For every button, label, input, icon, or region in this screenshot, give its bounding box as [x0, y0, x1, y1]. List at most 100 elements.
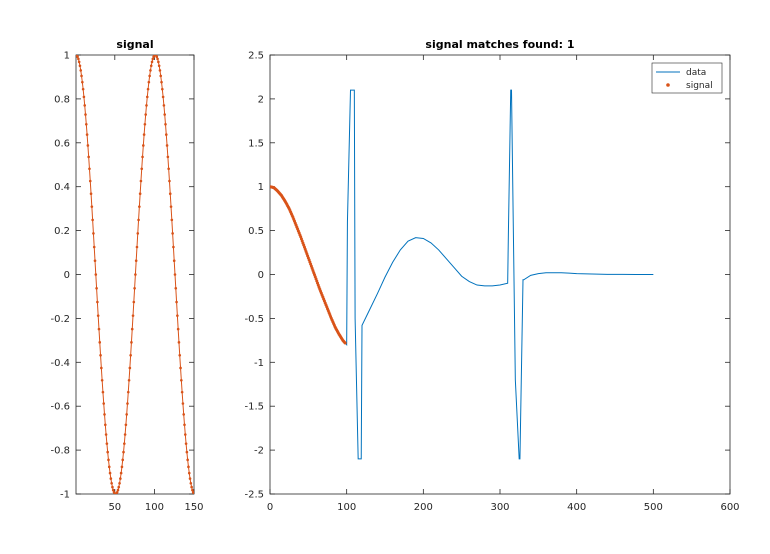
signal-series-point — [140, 167, 144, 171]
signal-series-point — [183, 423, 186, 427]
signal-series-point — [125, 413, 128, 416]
signal-series-point — [120, 465, 124, 469]
signal-series-point — [166, 155, 170, 159]
signal-series-point — [107, 465, 111, 469]
signal-series-point — [130, 341, 133, 344]
signal-series-point — [84, 122, 88, 126]
signal-series-point — [175, 300, 178, 304]
signal-series-point — [168, 179, 171, 183]
signal-series-point — [90, 205, 94, 208]
matches-xtick-label: 400 — [567, 502, 586, 513]
signal-series-point — [77, 60, 81, 64]
signal-series-point — [156, 57, 159, 61]
signal-series-point — [144, 113, 147, 116]
signal-series-point — [183, 433, 187, 436]
signal-series-point — [81, 80, 84, 84]
matches-legend-label-signal: signal — [686, 81, 713, 91]
signal-series-point — [108, 471, 112, 475]
matches-ytick-label: -2.5 — [244, 490, 264, 501]
signal-series-point — [177, 341, 181, 344]
signal-series-point — [186, 458, 189, 462]
signal-series-point — [95, 286, 98, 290]
signal-series-point — [97, 327, 101, 331]
matches-ytick-label: 0 — [258, 270, 264, 281]
signal-ytick-label: -0.8 — [50, 446, 70, 457]
signal-series-point — [79, 69, 83, 72]
signal-series-point — [80, 74, 83, 78]
signal-series-point — [192, 492, 194, 494]
matches-series-point-signal — [343, 341, 347, 345]
signal-xtick-label: 100 — [145, 502, 164, 513]
signal-series-point — [168, 192, 172, 195]
matches-ytick-label: 0.5 — [248, 226, 264, 237]
signal-ytick-label: 0 — [64, 270, 70, 281]
signal-series-point — [151, 57, 155, 61]
matches-xtick-label: 500 — [644, 502, 663, 513]
signal-axes: 50 100 150 -1 -0.8 -0.6 -0.4 -0.2 0 0.2 0.4 0.6 0.8 1… — [50, 38, 203, 513]
signal-chart-title: signal — [116, 38, 153, 51]
matches-legend: data signal — [651, 62, 723, 94]
signal-series-point — [109, 477, 113, 480]
matches-ytick-label: 2.5 — [248, 51, 264, 62]
signal-series-point — [111, 485, 114, 489]
signal-series-point — [103, 413, 106, 416]
matches-ytick-label: 1.5 — [248, 138, 264, 149]
signal-series-point — [149, 69, 152, 72]
matches-xtick-label: 200 — [414, 502, 433, 513]
signal-data-layer — [76, 55, 194, 494]
signal-series-point — [126, 390, 130, 394]
signal-series-point — [100, 366, 103, 370]
signal-series-point — [126, 402, 129, 405]
signal-series-point — [164, 122, 167, 126]
signal-series-point — [182, 413, 186, 416]
signal-series-point — [171, 232, 174, 235]
signal-series-point — [179, 366, 182, 370]
signal-xtick-label: 150 — [184, 502, 203, 513]
signal-series-point — [172, 245, 175, 249]
signal-series-point — [102, 402, 106, 405]
signal-series-line-series-0 — [76, 55, 194, 494]
signal-series-point — [184, 442, 188, 445]
signal-series-point — [101, 390, 105, 394]
signal-series-point — [77, 57, 80, 61]
signal-series-point — [162, 104, 166, 107]
signal-series-point — [187, 471, 191, 475]
signal-series-point — [157, 60, 160, 64]
signal-series-point — [85, 133, 89, 136]
signal-series-point — [180, 378, 183, 382]
signal-series-point — [158, 69, 162, 72]
signal-series-point — [83, 104, 87, 107]
signal-series-point — [128, 366, 132, 370]
signal-series-point — [190, 485, 193, 489]
signal-series-point — [87, 155, 90, 159]
signal-ytick-label: 0.6 — [54, 138, 70, 149]
signal-series-point — [115, 490, 119, 494]
signal-series-point — [121, 458, 125, 462]
matches-xtick-label: 600 — [720, 502, 739, 513]
signal-series-point — [134, 259, 138, 263]
signal-series-point — [138, 192, 142, 195]
signal-series-point — [174, 286, 178, 290]
signal-series-point — [86, 144, 90, 147]
matches-xtick-label: 300 — [490, 502, 509, 513]
signal-series-point — [191, 488, 194, 492]
signal-series-point — [111, 488, 115, 492]
signal-series-point — [127, 378, 131, 382]
signal-series-point — [161, 95, 165, 99]
signal-ytick-label: 1 — [64, 51, 70, 62]
matches-ytick-label: -0.5 — [244, 314, 264, 325]
signal-series-point — [116, 488, 120, 492]
signal-series-point — [136, 232, 140, 235]
signal-ytick-label: 0.2 — [54, 226, 70, 237]
matches-ytick-label: -1 — [254, 358, 264, 369]
signal-series-point — [142, 144, 145, 147]
signal-series-point — [82, 95, 86, 99]
signal-ytick-label: -0.6 — [50, 402, 70, 413]
signal-series-point — [122, 450, 125, 454]
matches-data-layer — [270, 89, 654, 460]
signal-ytick-label: -0.4 — [50, 358, 70, 369]
matches-ytick-label: 1 — [258, 182, 264, 193]
signal-series-point — [98, 341, 102, 344]
signal-series-point — [173, 273, 177, 276]
signal-series-point — [131, 314, 135, 317]
